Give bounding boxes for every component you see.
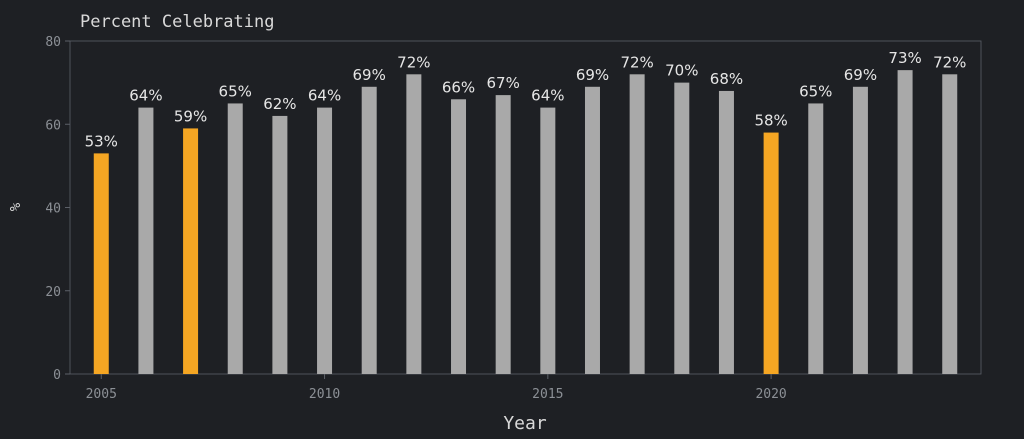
bar-highlighted-2020	[763, 132, 779, 374]
bar-highlighted-2005	[93, 153, 109, 374]
bar-value-label-2021: 65%	[799, 82, 832, 100]
y-tick-label: 80	[45, 35, 61, 50]
bar-value-label-2012: 72%	[397, 53, 430, 71]
bar-2011	[361, 86, 377, 374]
bar-value-label-2013: 66%	[442, 78, 475, 96]
bar-2006	[138, 107, 154, 374]
y-tick-label: 60	[45, 118, 61, 133]
bar-value-label-2022: 69%	[844, 66, 877, 84]
plot-frame	[69, 40, 982, 375]
bar-value-label-2006: 64%	[129, 87, 162, 105]
bar-value-label-2015: 64%	[531, 87, 564, 105]
bar-2017	[629, 74, 645, 375]
bar-value-label-2023: 73%	[888, 49, 921, 67]
bar-2009	[272, 115, 288, 375]
y-tick-label: 20	[45, 285, 61, 300]
x-axis: 2005 2010 2015 2020	[86, 374, 787, 402]
y-axis: 0 20 40 60 80	[45, 35, 70, 383]
bar-value-label-2020: 58%	[754, 112, 787, 130]
x-tick-label: 2010	[309, 387, 340, 402]
bar-2010	[317, 107, 333, 374]
bar-value-label-2008: 65%	[219, 82, 252, 100]
bar-value-label-2010: 64%	[308, 87, 341, 105]
bar-value-label-2009: 62%	[263, 95, 296, 113]
x-tick-label: 2020	[755, 387, 786, 402]
bar-value-label-2016: 69%	[576, 66, 609, 84]
bar-2018	[674, 82, 690, 374]
bar-value-label-2018: 70%	[665, 62, 698, 80]
bar-value-label-2011: 69%	[353, 66, 386, 84]
bar-2015	[540, 107, 556, 374]
bar-2024	[942, 74, 958, 375]
bar-value-label-2024: 72%	[933, 53, 966, 71]
y-axis-label: %	[8, 202, 24, 211]
x-tick-label: 2015	[532, 387, 563, 402]
bar-labels-group: 53% 64% 59% 65% 62% 64% 69% 72% 66% 67% 64% 69% 72% 7…	[85, 49, 967, 150]
x-tick-label: 2005	[86, 387, 117, 402]
bar-2012	[406, 74, 422, 375]
y-tick-label: 0	[53, 368, 61, 383]
bar-2021	[808, 103, 824, 374]
bar-2016	[584, 86, 600, 374]
bar-highlighted-2007	[183, 128, 199, 374]
bar-value-label-2005: 53%	[85, 132, 118, 150]
bar-value-label-2019: 68%	[710, 70, 743, 88]
y-tick-label: 40	[45, 202, 61, 217]
bar-2019	[718, 90, 734, 374]
bar-2014	[495, 95, 511, 375]
bar-2008	[227, 103, 243, 374]
chart-title: Percent Celebrating	[80, 12, 274, 32]
bar-value-label-2014: 67%	[486, 74, 519, 92]
bars-group	[93, 70, 958, 375]
bar-value-label-2007: 59%	[174, 107, 207, 125]
bar-2023	[897, 70, 913, 374]
bar-2013	[451, 99, 467, 375]
bar-value-label-2017: 72%	[620, 53, 653, 71]
bar-2022	[852, 86, 868, 374]
x-axis-label: Year	[503, 413, 547, 434]
